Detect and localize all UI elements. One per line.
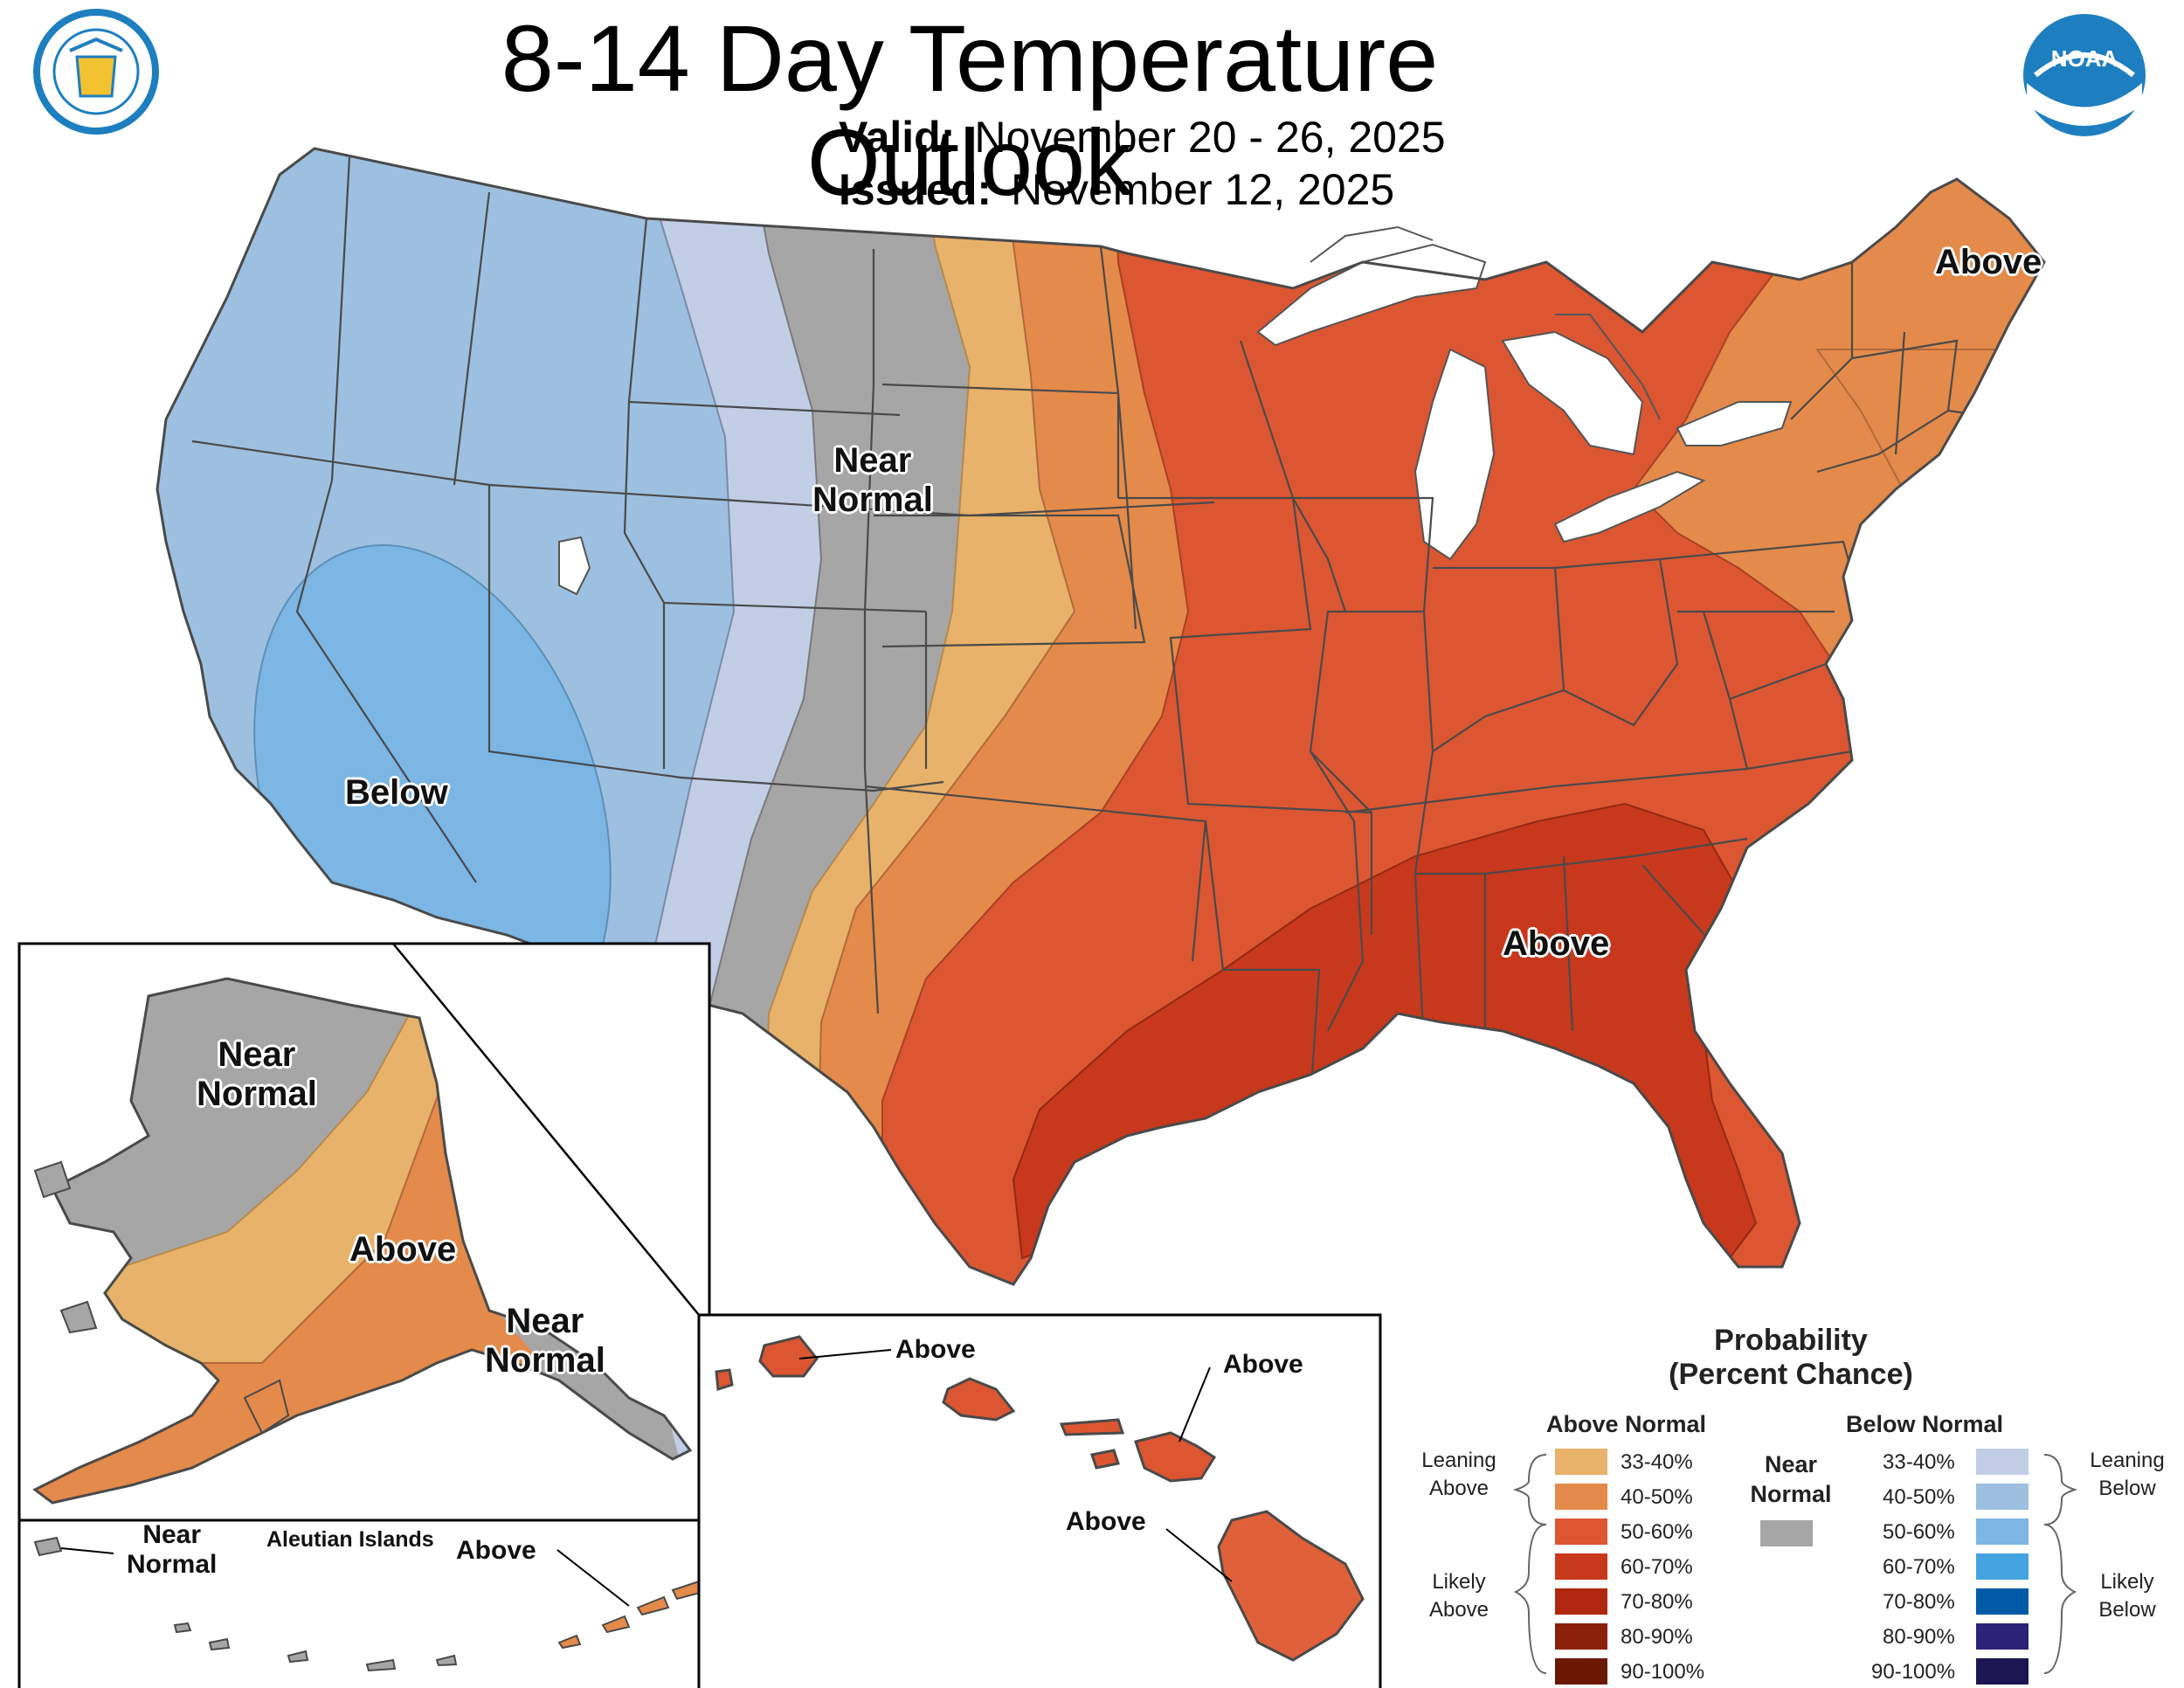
hi-pointer-kauai (798, 1349, 892, 1359)
legend-above-swatch-1 (1555, 1449, 1607, 1475)
aleutian-islands (33, 1536, 705, 1672)
legend-below-bin-4: 60-70% (1883, 1555, 1955, 1579)
legend-below-bin-5: 70-80% (1883, 1590, 1955, 1614)
legend-below-swatch-1 (1976, 1449, 2028, 1475)
legend-below-header: Below Normal (1846, 1411, 2004, 1437)
legend-below-swatch-3 (1976, 1519, 2028, 1545)
aleutian-inset-frame (17, 1519, 711, 1688)
legend-below-bin-2: 40-50% (1883, 1485, 1955, 1509)
conus-above-southeast-label: Above (1503, 924, 1610, 963)
legend-above-header: Above Normal (1546, 1411, 1707, 1437)
legend-above-swatch-5 (1555, 1588, 1607, 1615)
aleut-above-pointer (556, 1549, 630, 1607)
conus-near-normal-label: Near Normal (812, 441, 933, 519)
aleut-above-label: Above (456, 1536, 536, 1565)
legend-below-bin-1: 33-40% (1883, 1450, 1955, 1474)
legend-above-bin-5: 70-80% (1621, 1590, 1693, 1614)
legend-near-normal-label: Near Normal (1750, 1451, 1832, 1507)
legend-above-swatch-3 (1555, 1519, 1607, 1545)
legend-leaning-above: Leaning Above (1421, 1449, 1496, 1501)
conus-below-label: Below (345, 773, 448, 812)
legend-above-bin-1: 33-40% (1621, 1450, 1693, 1474)
legend-likely-above: Likely Above (1428, 1570, 1489, 1622)
legend-likely-below: Likely Below (2098, 1570, 2156, 1622)
legend-title: Probability (Percent Chance) (1669, 1324, 1913, 1391)
ak-above-label: Above (349, 1230, 457, 1269)
ak-southeast-near-normal-label: Near Normal (485, 1302, 605, 1380)
canada-shoreline (1310, 225, 1661, 420)
legend-below-bin-7: 90-100% (1871, 1660, 1956, 1684)
great-lakes (558, 243, 1793, 596)
legend-above-bin-2: 40-50% (1621, 1485, 1693, 1509)
legend-below-swatch-7 (1976, 1658, 2028, 1685)
legend-graphics (1512, 1454, 2078, 1674)
alaska-islands (33, 1160, 290, 1435)
noaa-logo: NOAA (2023, 14, 2146, 136)
hi-above-kauai-label: Above (895, 1335, 976, 1364)
valid-line: Valid: November 20 - 26, 2025 (839, 112, 1446, 163)
aleut-near-pointer (60, 1547, 114, 1554)
aleutian-islands-title: Aleutian Islands (266, 1527, 434, 1552)
legend-near-normal-swatch (1760, 1520, 1813, 1546)
conus-state-borders (191, 156, 2010, 1102)
legend-above-swatch-6 (1555, 1623, 1607, 1650)
hi-above-maui-label: Above (1223, 1350, 1303, 1379)
legend-below-bin-6: 80-90% (1883, 1625, 1955, 1649)
page-title: 8-14 Day Temperature Outlook (501, 5, 1439, 215)
legend-above-swatch-4 (1555, 1553, 1607, 1580)
hi-above-big-island-label: Above (1066, 1507, 1146, 1536)
legend-below-swatch-4 (1976, 1553, 2028, 1580)
legend-above-swatch-7 (1555, 1658, 1607, 1685)
ak-near-normal-label: Near Normal (197, 1035, 317, 1113)
legend-above-swatch-2 (1555, 1484, 1607, 1510)
hi-pointer-maui (1178, 1366, 1211, 1442)
legend-above-bin-3: 50-60% (1621, 1520, 1693, 1544)
hi-pointer-big (1165, 1528, 1233, 1582)
legend-below-swatch-2 (1976, 1484, 2028, 1510)
svg-text:NOAA: NOAA (2051, 45, 2118, 72)
legend-below-swatch-5 (1976, 1588, 2028, 1615)
inset-pointer-line (392, 943, 700, 1316)
commerce-seal (33, 9, 159, 135)
legend-below-swatch-6 (1976, 1623, 2028, 1650)
issued-label: Issued: (839, 165, 992, 214)
legend-above-bin-7: 90-100% (1621, 1660, 1705, 1684)
aleut-near-normal-label: Near Normal (127, 1520, 218, 1579)
valid-dates: November 20 - 26, 2025 (974, 113, 1446, 162)
issued-date: November 12, 2025 (1011, 165, 1395, 214)
conus-above-northeast-label: Above (1935, 243, 2042, 281)
alaska-outline (32, 977, 693, 1505)
valid-label: Valid: (839, 113, 956, 162)
legend-above-bin-4: 60-70% (1621, 1555, 1693, 1579)
legend-below-bin-3: 50-60% (1883, 1520, 1955, 1544)
issued-line: Issued: November 12, 2025 (839, 164, 1394, 215)
legend-leaning-below: Leaning Below (2090, 1449, 2165, 1501)
legend-above-bin-6: 80-90% (1621, 1625, 1693, 1649)
hawaii-islands (715, 1335, 1365, 1662)
